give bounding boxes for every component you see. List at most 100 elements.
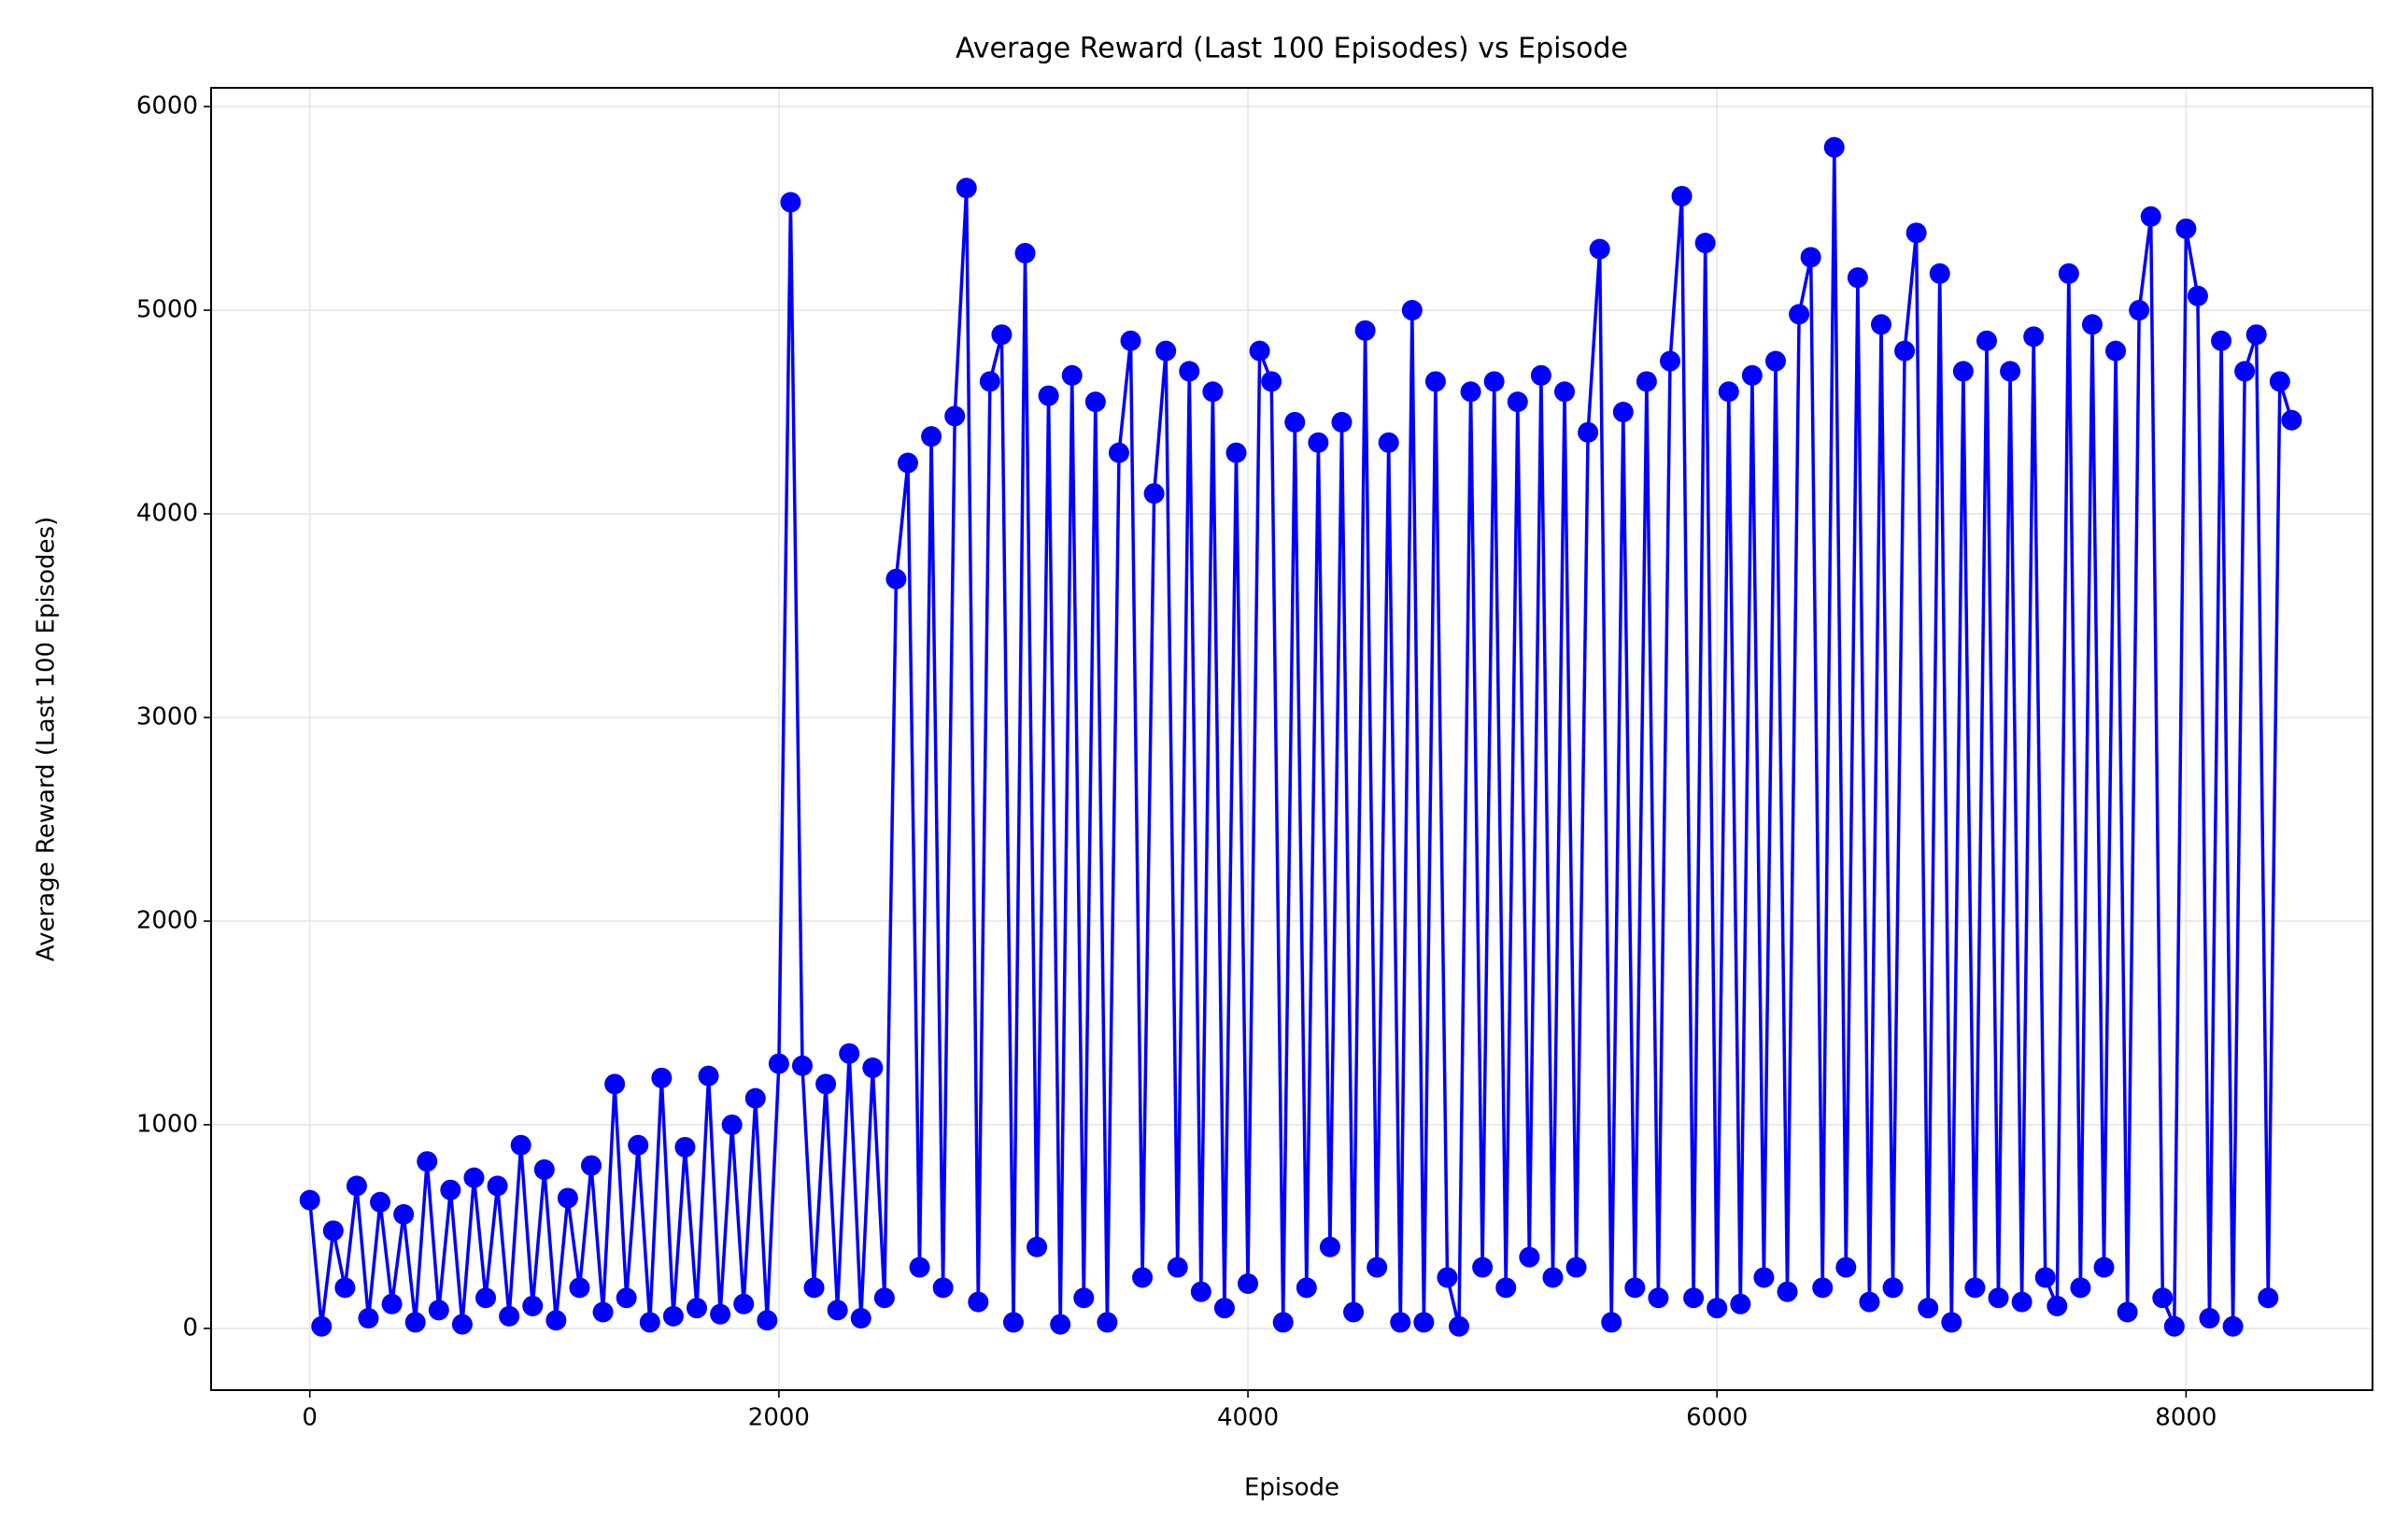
data-point xyxy=(1261,371,1282,392)
data-point xyxy=(721,1114,743,1135)
data-point xyxy=(991,324,1013,346)
data-point xyxy=(780,192,801,213)
data-point xyxy=(510,1134,531,1156)
data-point xyxy=(2140,206,2161,227)
data-point xyxy=(522,1295,544,1316)
data-point xyxy=(862,1057,884,1078)
data-point xyxy=(1612,402,1634,423)
data-point xyxy=(1424,371,1446,392)
data-point xyxy=(2152,1287,2174,1309)
data-point xyxy=(651,1067,673,1088)
data-point xyxy=(370,1191,391,1213)
data-point xyxy=(1143,483,1165,504)
data-point xyxy=(1238,1272,1259,1294)
data-point xyxy=(686,1298,707,1319)
x-tick-label: 6000 xyxy=(1686,1404,1748,1432)
data-point xyxy=(1038,385,1059,406)
data-point xyxy=(1343,1301,1365,1323)
data-point xyxy=(1331,411,1353,433)
x-axis-label: Episode xyxy=(1244,1474,1339,1502)
data-point xyxy=(1507,391,1528,413)
data-point xyxy=(1483,371,1505,392)
data-point xyxy=(2023,326,2045,348)
data-point xyxy=(1918,1298,1939,1319)
data-point xyxy=(2211,330,2232,351)
data-point xyxy=(1296,1277,1317,1299)
data-point xyxy=(698,1065,719,1087)
data-point xyxy=(1988,1287,2009,1309)
data-point xyxy=(2047,1295,2068,1316)
data-point xyxy=(2187,285,2208,306)
data-point xyxy=(1847,267,1868,289)
data-point xyxy=(592,1301,614,1323)
data-point xyxy=(1367,1257,1388,1278)
x-tick-label: 8000 xyxy=(2155,1404,2217,1432)
data-point xyxy=(1648,1287,1669,1309)
data-point xyxy=(1578,421,1599,443)
data-point xyxy=(2163,1315,2185,1337)
data-point xyxy=(2245,324,2267,346)
data-point xyxy=(1202,381,1224,403)
data-point xyxy=(1213,1298,1235,1319)
data-point xyxy=(417,1151,438,1172)
data-point xyxy=(1284,411,1306,433)
data-point xyxy=(404,1312,426,1333)
data-point xyxy=(2105,340,2127,362)
x-tick-label: 2000 xyxy=(748,1404,810,1432)
y-tick-label: 6000 xyxy=(136,92,198,121)
data-point xyxy=(1894,340,1916,362)
data-point xyxy=(757,1310,778,1331)
data-point xyxy=(1108,442,1129,463)
data-point xyxy=(1495,1277,1517,1299)
data-point xyxy=(440,1179,461,1200)
y-tick-label: 3000 xyxy=(136,703,198,731)
data-point xyxy=(1859,1291,1880,1313)
data-point xyxy=(299,1189,320,1211)
data-line xyxy=(307,145,2294,1328)
data-point xyxy=(873,1287,895,1309)
data-point xyxy=(1976,330,1997,351)
data-point xyxy=(639,1312,660,1333)
data-point xyxy=(2269,371,2290,392)
data-point xyxy=(1741,364,1763,386)
data-point xyxy=(803,1277,825,1299)
data-point xyxy=(1437,1267,1458,1288)
data-point xyxy=(2117,1301,2138,1323)
data-point xyxy=(1460,381,1481,403)
data-point xyxy=(2058,263,2079,284)
data-point xyxy=(1777,1281,1798,1302)
data-point xyxy=(1601,1312,1622,1333)
data-point xyxy=(2081,314,2103,335)
data-point xyxy=(733,1293,755,1314)
data-point xyxy=(2070,1277,2091,1299)
data-point xyxy=(428,1300,449,1321)
data-point xyxy=(2093,1257,2115,1278)
data-point xyxy=(1050,1314,1071,1335)
data-point xyxy=(1413,1312,1435,1333)
data-point xyxy=(1823,136,1845,158)
data-point xyxy=(768,1053,789,1074)
data-point xyxy=(1870,314,1891,335)
data-point xyxy=(1073,1287,1095,1309)
data-point xyxy=(1014,243,1036,264)
data-point xyxy=(533,1158,555,1180)
data-point xyxy=(1952,361,1974,382)
data-point xyxy=(1084,391,1106,413)
data-point xyxy=(393,1203,415,1225)
data-point xyxy=(1530,364,1551,386)
data-point xyxy=(921,426,942,447)
data-point xyxy=(1308,432,1329,453)
data-point xyxy=(744,1087,766,1109)
data-point xyxy=(1941,1312,1962,1333)
data-point xyxy=(1800,247,1821,268)
data-point xyxy=(451,1314,473,1335)
data-point xyxy=(1565,1257,1587,1278)
data-point xyxy=(1155,340,1177,362)
data-point xyxy=(358,1308,379,1329)
data-point xyxy=(1812,1277,1834,1299)
plot-frame xyxy=(210,87,2373,1391)
data-point xyxy=(628,1134,649,1156)
data-point xyxy=(1132,1267,1154,1288)
data-point xyxy=(1683,1287,1705,1309)
